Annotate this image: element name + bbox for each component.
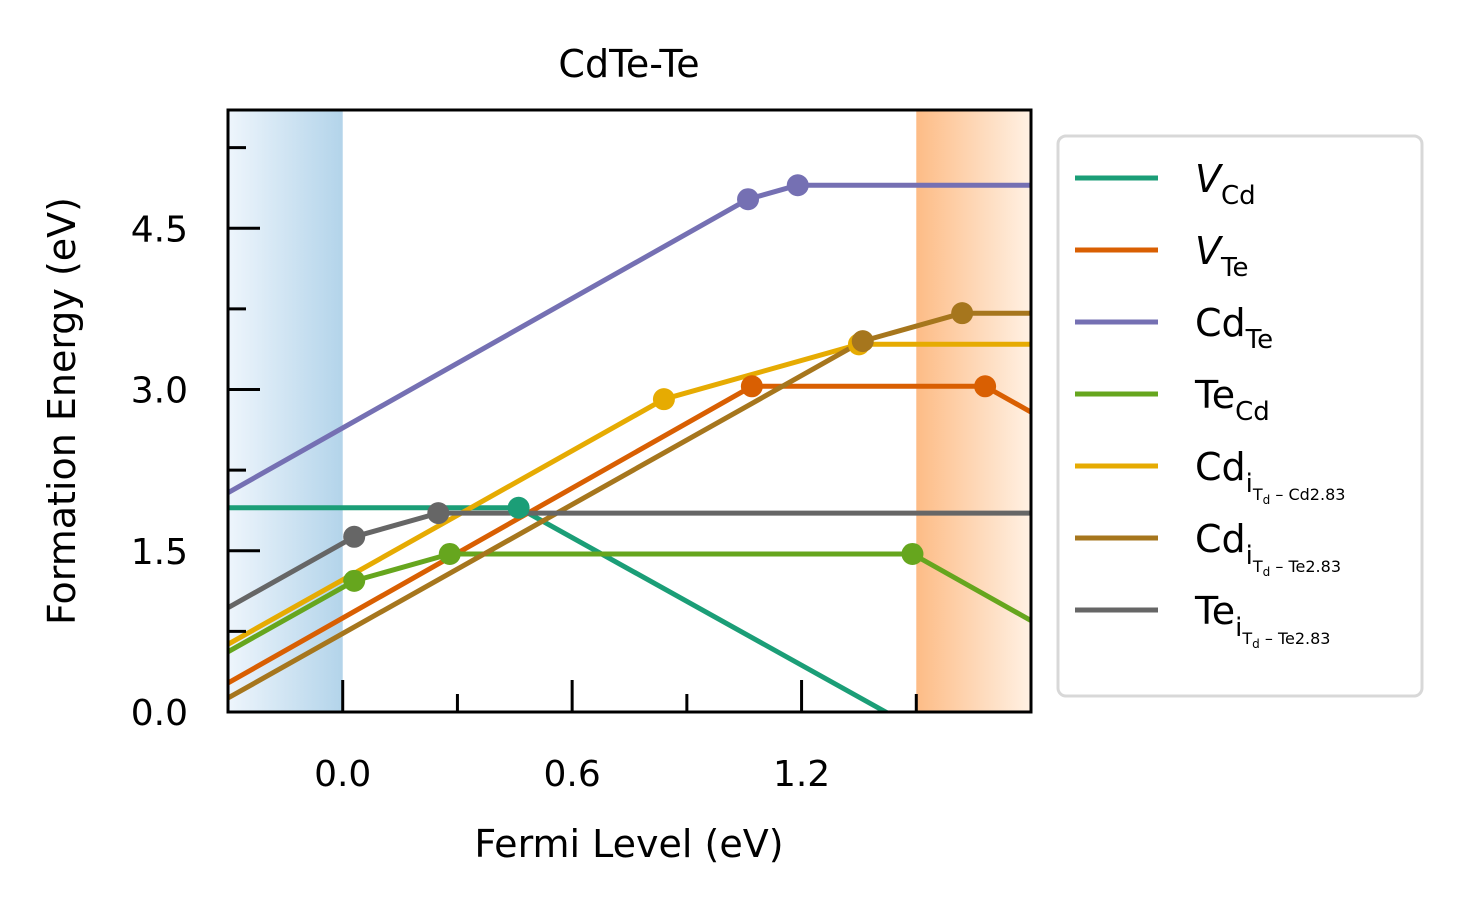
legend-entry: TeCd [1075, 373, 1270, 427]
legend-label: CdiTd – Te2.83 [1195, 517, 1341, 579]
series-4-marker-0 [652, 388, 675, 411]
legend-entry: CdiTd – Cd2.83 [1075, 445, 1345, 507]
y-tick-label: 0.0 [131, 693, 188, 734]
series-line-2 [228, 182, 1031, 495]
series-2-marker-1 [786, 174, 809, 197]
legend-label: CdiTd – Cd2.83 [1195, 445, 1345, 507]
series-line-4 [228, 341, 1031, 647]
x-tick-label: 0.6 [544, 754, 601, 795]
plot-frame [226, 108, 1033, 714]
y-tick-label: 3.0 [131, 371, 188, 412]
legend-entry: CdiTd – Te2.83 [1075, 517, 1341, 579]
legend-label: CdTe [1195, 301, 1273, 355]
series-6-marker-1 [427, 502, 450, 525]
series-3-marker-2 [901, 542, 924, 565]
series-3-marker-1 [438, 542, 461, 565]
y-tick-label: 4.5 [131, 209, 188, 250]
x-tick-label: 0.0 [314, 754, 371, 795]
legend-label: VTe [1195, 229, 1248, 283]
legend-entries: VCd VTe CdTe TeCd CdiTd – Cd2.83 CdiTd – Te2.… [1075, 157, 1345, 651]
x-tick-label: 1.2 [773, 754, 830, 795]
series-line-6 [228, 510, 1031, 610]
series-0-marker-0 [507, 496, 530, 519]
legend: VCd VTe CdTe TeCd CdiTd – Cd2.83 CdiTd – Te2.… [1056, 134, 1424, 698]
series-lines [228, 182, 1031, 712]
legend-entry: VCd [1075, 157, 1256, 211]
series-5-marker-0 [851, 330, 874, 353]
series-1-marker-1 [974, 375, 997, 398]
series-2-marker-0 [737, 188, 760, 211]
series-line-5 [228, 310, 1031, 701]
legend-entry: VTe [1075, 229, 1248, 283]
legend-entry: CdTe [1075, 301, 1273, 355]
y-axis-label: Formation Energy (eV) [40, 197, 84, 625]
legend-label: TeiTd – Te2.83 [1194, 589, 1330, 651]
conduction-band-region [916, 110, 1031, 712]
x-axis-ticks: 0.0 0.6 1.2 [314, 680, 918, 795]
band-regions [228, 110, 1031, 712]
legend-label: TeCd [1194, 373, 1270, 427]
y-tick-label: 1.5 [131, 532, 188, 573]
legend-entry: TeiTd – Te2.83 [1075, 589, 1330, 651]
chart-title: CdTe-Te [558, 42, 699, 86]
series-5-marker-1 [951, 302, 974, 325]
legend-box [1056, 134, 1424, 698]
series-6-marker-0 [343, 525, 366, 548]
legend-label: VCd [1195, 157, 1256, 211]
series-3-marker-0 [343, 569, 366, 592]
series-1-marker-0 [740, 375, 763, 398]
series-markers [343, 174, 997, 592]
y-axis-ticks: 0.0 1.5 3.0 4.5 [131, 146, 260, 734]
series-line-1 [228, 383, 1031, 686]
series-line-0 [228, 505, 891, 712]
x-axis-label: Fermi Level (eV) [474, 822, 783, 866]
